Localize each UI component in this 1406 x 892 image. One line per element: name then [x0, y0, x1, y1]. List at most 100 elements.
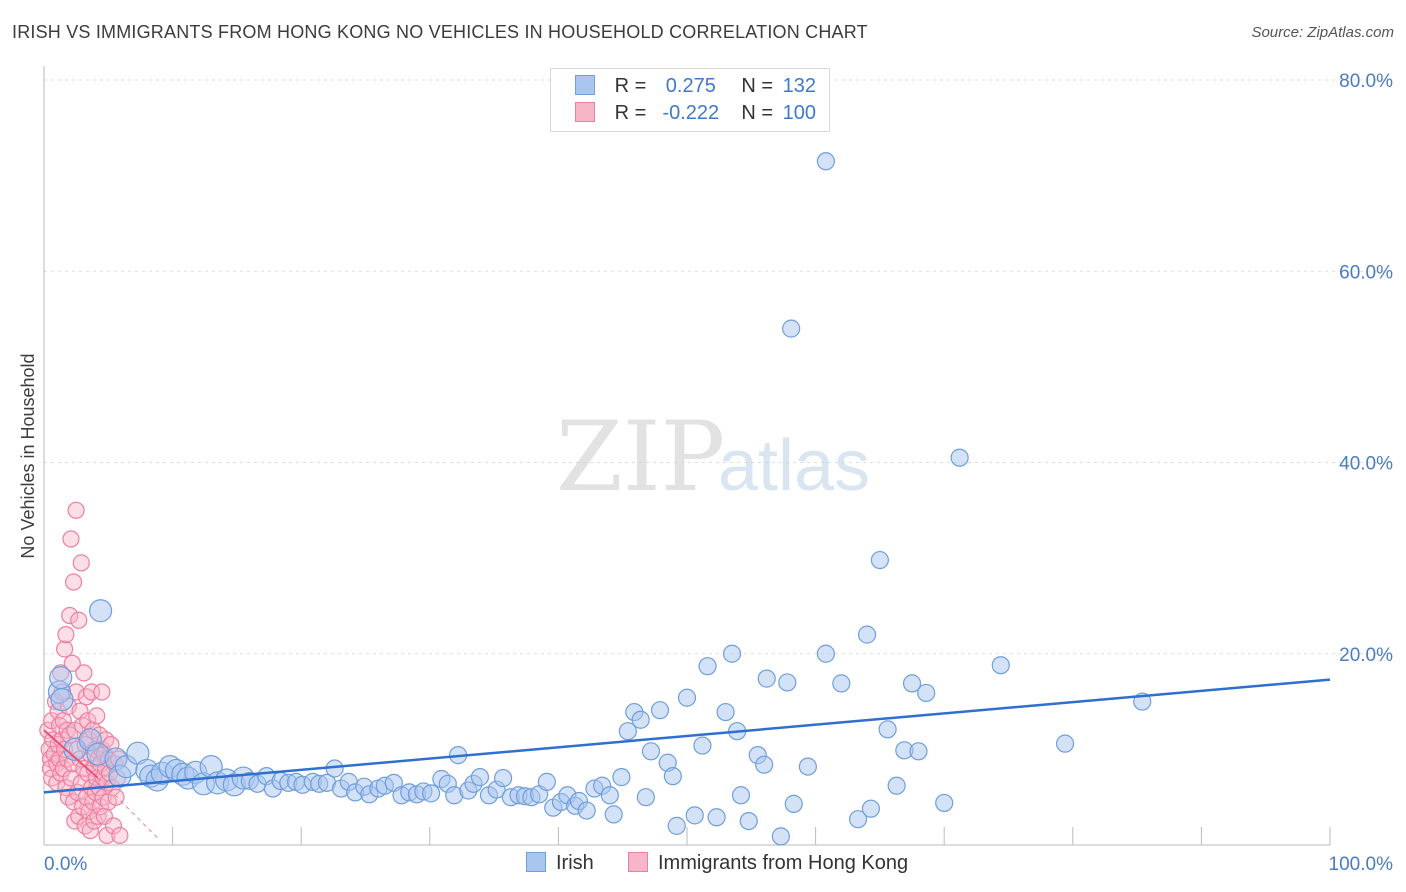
- hk-point: [75, 664, 93, 682]
- hk-point: [107, 788, 125, 806]
- correlation-legend: R = 0.275 N = 132 R = -0.222 N = 100: [550, 68, 830, 132]
- irish-point: [722, 644, 742, 663]
- irish-point: [600, 786, 619, 805]
- irish-point: [650, 701, 670, 720]
- irish-point: [49, 666, 73, 690]
- legend-irish-r-value: 0.275: [665, 75, 716, 97]
- irish-point: [693, 736, 712, 755]
- irish-point: [917, 683, 936, 703]
- hk-point: [67, 501, 85, 519]
- irish-point: [618, 722, 637, 741]
- hk-point: [61, 606, 79, 625]
- irish-point: [685, 806, 704, 825]
- legend-irish-r-label: R =: [614, 75, 647, 97]
- irish-point: [631, 710, 650, 729]
- x-tick-label-min: 0.0%: [44, 854, 87, 875]
- hk-point: [63, 654, 81, 672]
- hk-point: [88, 707, 106, 725]
- hk-point: [55, 640, 74, 658]
- hk-point: [72, 554, 90, 572]
- irish-point: [731, 786, 751, 805]
- hk-point: [93, 683, 111, 701]
- hk-point: [77, 688, 96, 706]
- irish-swatch-icon: [575, 75, 595, 95]
- irish-legend-swatch-icon: [526, 852, 546, 872]
- hk-legend-swatch-icon: [628, 852, 648, 872]
- legend-hk-r-label: R =: [614, 102, 647, 124]
- watermark: ZIP atlas: [556, 401, 870, 513]
- irish-point: [832, 674, 851, 693]
- hk-swatch-icon: [575, 102, 595, 122]
- source-label: Source: ZipAtlas.com: [1251, 24, 1394, 41]
- hk-trend-line: [43, 729, 99, 779]
- irish-trend-line: [43, 678, 1331, 794]
- irish-point: [636, 788, 655, 807]
- irish-point: [667, 816, 686, 835]
- hk-point: [111, 826, 129, 845]
- irish-point: [816, 644, 835, 663]
- irish-point: [577, 801, 596, 820]
- x-tick-label-max: 100.0%: [1329, 854, 1394, 875]
- irish-point: [771, 827, 790, 846]
- irish-point: [641, 742, 661, 761]
- hk-point: [89, 807, 107, 825]
- legend-irish-n-label: N =: [741, 75, 774, 97]
- irish-point: [861, 799, 880, 818]
- irish-point: [698, 657, 717, 676]
- gridlines: [44, 79, 1394, 655]
- irish-point: [848, 810, 868, 829]
- hk-point: [62, 769, 80, 787]
- irish-point: [494, 768, 513, 788]
- y-axis-label: No Vehicles in Household: [18, 353, 38, 558]
- irish-point: [716, 702, 735, 722]
- irish-point: [909, 742, 928, 761]
- legend-item-irish[interactable]: Irish: [526, 852, 594, 875]
- legend-hk-r-value: -0.222: [662, 102, 720, 124]
- hk-trend-extension: [97, 777, 161, 841]
- series-irish-points: [47, 152, 1152, 846]
- watermark-zip: ZIP: [556, 401, 725, 513]
- trend-lines: [43, 678, 1331, 841]
- irish-point: [604, 805, 623, 824]
- legend-irish-n-value: 132: [782, 75, 816, 97]
- hk-point: [81, 822, 99, 840]
- irish-point: [950, 448, 969, 467]
- legend-hk-n-value: 100: [782, 102, 816, 124]
- y-tick-label: 60.0%: [1339, 262, 1393, 283]
- y-tick-label: 40.0%: [1339, 454, 1393, 475]
- y-tick-label: 20.0%: [1339, 645, 1393, 666]
- legend-row-irish: R = 0.275 N = 132: [575, 75, 816, 98]
- irish-point: [757, 669, 776, 688]
- legend-item-hong-kong[interactable]: Immigrants from Hong Kong: [628, 852, 908, 875]
- irish-point: [784, 794, 803, 813]
- hk-point: [98, 826, 116, 845]
- hk-point: [45, 745, 63, 763]
- legend-row-hk: R = -0.222 N = 100: [575, 102, 816, 125]
- irish-point: [421, 784, 441, 803]
- axes: [43, 66, 1331, 846]
- irish-point: [778, 673, 797, 692]
- irish-point: [739, 811, 758, 831]
- irish-point: [991, 656, 1010, 675]
- irish-point: [88, 599, 113, 623]
- irish-point: [902, 674, 922, 693]
- hk-point: [104, 817, 123, 835]
- legend-hk-label: Immigrants from Hong Kong: [658, 852, 909, 874]
- legend-irish-label: Irish: [556, 852, 594, 874]
- tick-labels: 20.0% 40.0% 60.0% 80.0% 0.0% 100.0%: [44, 71, 1393, 875]
- irish-point: [816, 152, 835, 171]
- irish-point: [707, 808, 726, 827]
- irish-point: [663, 767, 682, 786]
- irish-point: [755, 755, 774, 774]
- irish-point: [887, 776, 906, 795]
- chart-title: IRISH VS IMMIGRANTS FROM HONG KONG NO VE…: [12, 22, 868, 42]
- irish-point: [612, 768, 631, 787]
- irish-point: [50, 688, 74, 712]
- irish-point: [677, 688, 697, 707]
- watermark-atlas: atlas: [718, 426, 870, 506]
- irish-point: [537, 772, 556, 791]
- legend-hk-n-label: N =: [741, 102, 774, 124]
- hk-point: [64, 573, 83, 591]
- irish-point: [878, 720, 897, 739]
